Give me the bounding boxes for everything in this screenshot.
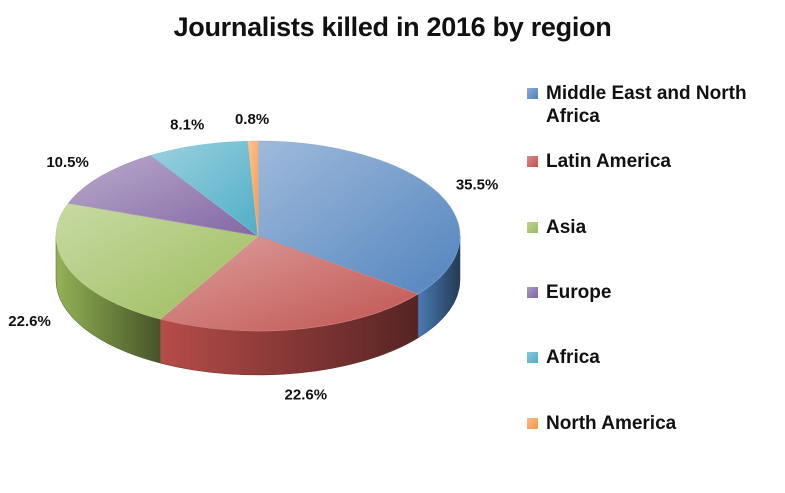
slice-middle-east-north-africa-value-label: 35.5% bbox=[456, 176, 499, 193]
slice-europe bbox=[67, 155, 259, 237]
legend-label: Africa bbox=[546, 347, 600, 368]
slice-africa-value-label: 8.1% bbox=[170, 116, 204, 133]
legend-label: Asia bbox=[546, 217, 587, 238]
legend-item: Latin America bbox=[527, 150, 671, 173]
chart-title: Journalists killed in 2016 by region bbox=[173, 12, 612, 42]
legend-swatch bbox=[527, 88, 538, 99]
legend-label: Middle East and North Africa bbox=[546, 83, 747, 127]
slice-asia bbox=[55, 202, 259, 320]
slice-middle-east-north-africa bbox=[257, 140, 461, 295]
slice-north-america bbox=[247, 140, 259, 237]
slice-north-america-value-label: 0.8% bbox=[235, 111, 269, 128]
legend-label: Latin America bbox=[546, 151, 671, 172]
legend-item: Asia bbox=[527, 216, 586, 239]
legend-swatch bbox=[527, 222, 538, 233]
legend-item: Africa bbox=[527, 346, 600, 369]
legend-swatch bbox=[527, 352, 538, 363]
legend-item: Europe bbox=[527, 281, 611, 304]
legend-item: North America bbox=[527, 412, 676, 435]
slice-europe-value-label: 10.5% bbox=[46, 154, 89, 171]
legend-swatch bbox=[527, 418, 538, 429]
legend-label: Europe bbox=[546, 282, 612, 303]
slice-latin-america bbox=[159, 235, 419, 332]
legend-label: North America bbox=[546, 413, 677, 434]
slice-asia-value-label: 22.6% bbox=[8, 313, 51, 330]
slice-latin-america-value-label: 22.6% bbox=[285, 387, 328, 404]
legend-swatch bbox=[527, 156, 538, 167]
legend-swatch bbox=[527, 287, 538, 298]
slice-africa bbox=[150, 140, 259, 237]
legend-item: Middle East and North Africa bbox=[527, 82, 782, 128]
